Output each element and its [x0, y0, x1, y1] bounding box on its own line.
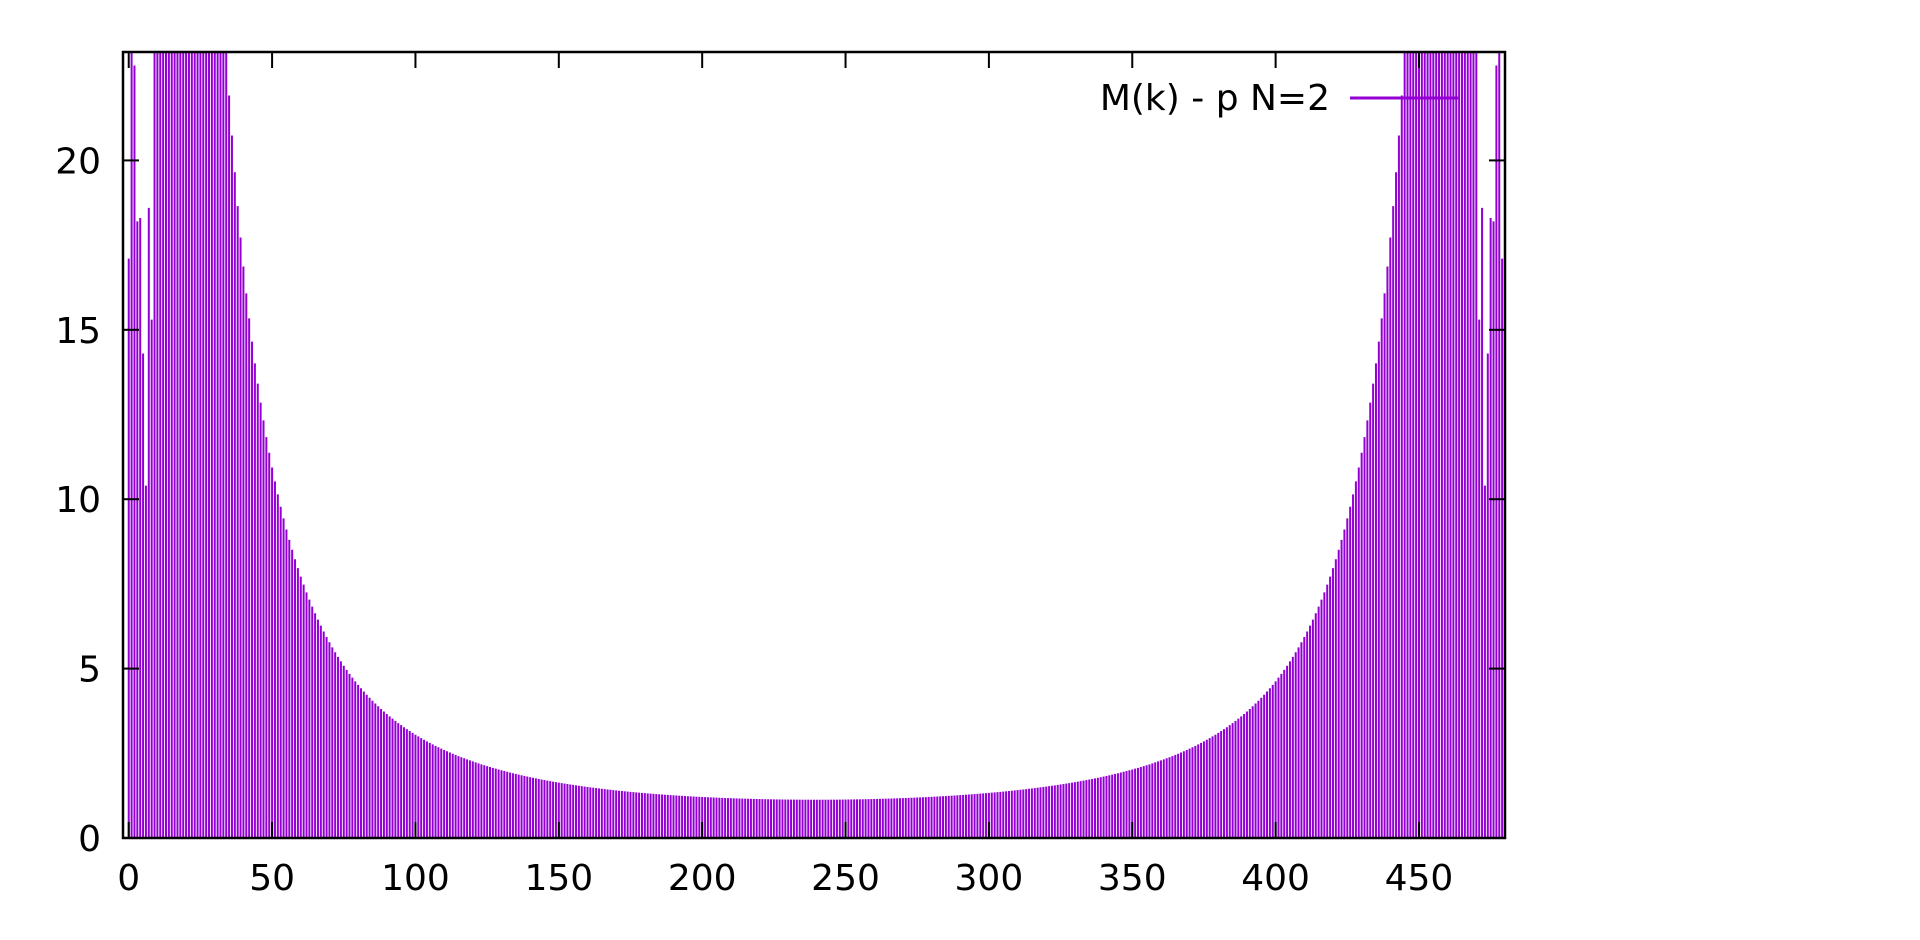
x-tick-label: 100: [381, 858, 450, 899]
y-tick-label: 20: [55, 141, 101, 182]
plot-frame: [121, 50, 1507, 840]
x-tick-label: 450: [1385, 858, 1454, 899]
bar-series: [127, 52, 1504, 838]
y-tick-label: 0: [78, 819, 101, 860]
x-tick-label: 0: [117, 858, 140, 899]
legend: M(k) - p N=2: [1100, 78, 1458, 119]
x-tick-label: 150: [524, 858, 593, 899]
legend-label: M(k) - p N=2: [1100, 78, 1330, 119]
y-tick-label: 15: [55, 311, 101, 352]
y-tick-label: 10: [55, 480, 101, 521]
x-tick-label: 350: [1098, 858, 1167, 899]
y-tick-label: 5: [78, 650, 101, 691]
tick-labels: 0 50 100 150 200 250 300 350 400 450 0 5 10 15 20: [55, 141, 1453, 899]
x-tick-label: 200: [668, 858, 737, 899]
x-tick-label: 400: [1241, 858, 1310, 899]
x-tick-label: 300: [955, 858, 1024, 899]
x-tick-label: 50: [249, 858, 295, 899]
x-tick-label: 250: [811, 858, 880, 899]
